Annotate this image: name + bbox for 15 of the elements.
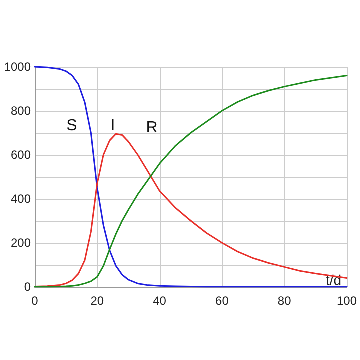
y-tick-label: 200: [10, 236, 32, 250]
y-tick-label: 800: [10, 104, 32, 118]
x-axis-title: t/d: [326, 272, 342, 288]
x-tick-label: 40: [153, 294, 167, 308]
x-tick-label: 80: [278, 294, 292, 308]
y-tick-label: 400: [10, 192, 32, 206]
y-tick-label: 0: [24, 280, 32, 294]
annotation: I: [110, 118, 116, 134]
y-tick-label: 600: [10, 148, 32, 162]
x-tick-label: 60: [216, 294, 230, 308]
annotation: R: [146, 120, 158, 136]
annotation: S: [66, 118, 78, 134]
x-tick-label: 20: [90, 294, 104, 308]
x-tick-label: 100: [336, 294, 358, 308]
y-tick-label: 1000: [4, 60, 32, 74]
